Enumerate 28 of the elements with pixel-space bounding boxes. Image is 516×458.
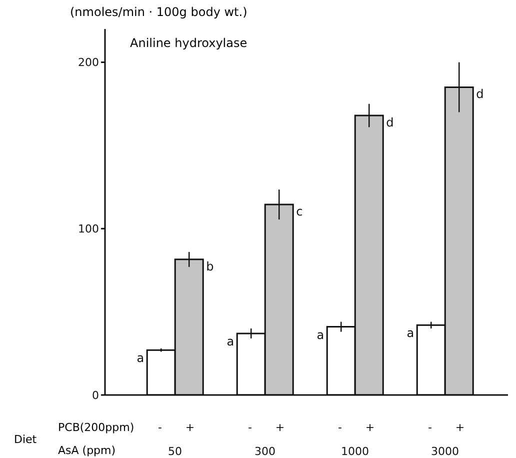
data-label: c <box>296 204 303 219</box>
x-tick-label: 3000 <box>431 445 459 458</box>
text: - <box>428 421 432 434</box>
text: + <box>365 421 375 434</box>
text: PCB(200ppm) <box>58 421 134 434</box>
x-tick-label: 300 <box>254 445 276 458</box>
text: + <box>275 421 285 434</box>
text: + <box>185 421 195 434</box>
y-tick-label: 200 <box>78 56 99 70</box>
y-tick-label: 100 <box>78 222 99 236</box>
text: + <box>455 421 465 434</box>
data-label: a <box>226 334 234 348</box>
data-label: a <box>406 326 414 340</box>
text: Aniline hydroxylase <box>130 36 248 50</box>
x-tick-label: 50 <box>168 445 182 458</box>
data-label: a <box>316 328 324 342</box>
text: - <box>248 421 252 434</box>
data-label: d <box>386 116 394 130</box>
data-label: a <box>136 351 144 366</box>
text: AsA (ppm) <box>58 444 116 457</box>
data-label: b <box>206 259 214 274</box>
text: - <box>158 421 162 434</box>
x-tick-label: 1000 <box>341 445 369 458</box>
text: - <box>338 421 342 434</box>
y-axis-title: (nmoles/min · 100g body wt.) <box>70 5 248 19</box>
y-tick-label: 0 <box>92 388 99 402</box>
data-label: d <box>476 87 484 102</box>
text: Diet <box>14 433 37 446</box>
